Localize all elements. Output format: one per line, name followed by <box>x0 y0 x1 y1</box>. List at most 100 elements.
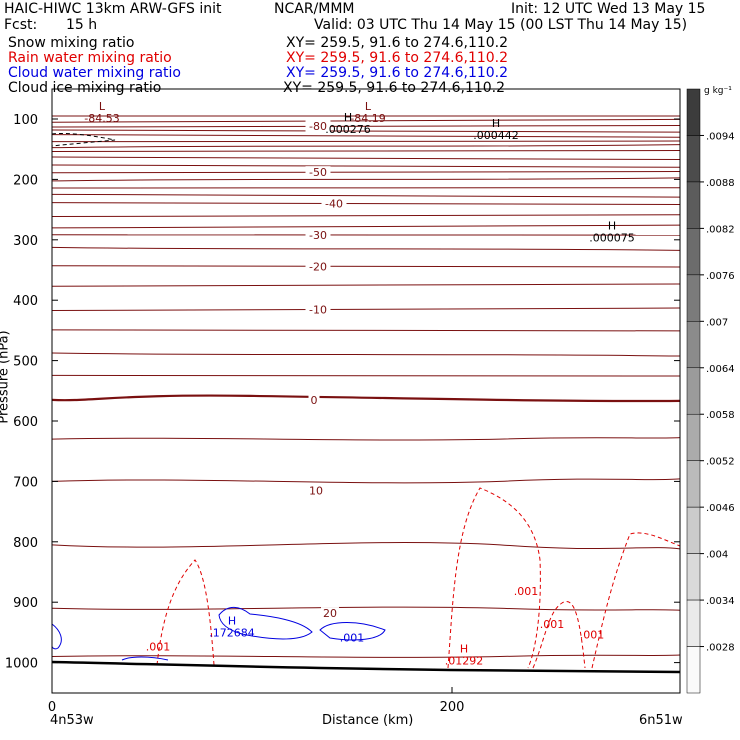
colorbar: .0094 .0088 .0082 .0076 .007 .0064 .0058 .0052.… <box>686 86 735 694</box>
y-tick-label: 900 <box>13 596 38 611</box>
isotherm-label-bg <box>305 120 331 133</box>
cloud-water-contour <box>121 656 169 661</box>
x-axis-title: Distance (km) <box>322 713 414 728</box>
rain-contour <box>156 559 215 666</box>
field-name-snow: Snow mixing ratio <box>8 35 135 51</box>
isotherm-label: -80 <box>309 120 327 133</box>
forecast-label: Fcst: <box>4 17 38 33</box>
isotherm-line <box>51 437 681 441</box>
isotherm-label-bg <box>305 260 331 273</box>
colorbar-swatch <box>686 553 701 601</box>
label-layer: -80-50-40-30-20-1001020L-84.53L-84.19H.0… <box>84 100 634 667</box>
colorbar-swatch <box>686 135 701 183</box>
snow-contour <box>51 133 116 147</box>
isotherm-line <box>51 171 681 174</box>
colorbar-tick-label: .007 <box>706 317 728 328</box>
forecast-value: 15 h <box>66 17 98 33</box>
isotherm-line <box>51 164 681 168</box>
extremum-mark: L <box>365 100 372 113</box>
colorbar-unit: g kg⁻¹ <box>704 86 732 96</box>
isotherm-line <box>51 134 681 138</box>
colorbar-swatch <box>686 599 701 647</box>
isotherm-line <box>51 156 681 161</box>
colorbar-swatch <box>686 646 701 694</box>
y-tick-label: 800 <box>13 536 38 551</box>
field-xy-cloud-water: XY= 259.5, 91.6 to 274.6,110.2 <box>286 65 509 81</box>
isotherm-label-bg <box>308 393 320 406</box>
isotherm-line <box>51 352 681 357</box>
colorbar-swatch <box>686 367 701 415</box>
isotherm-label: 10 <box>309 484 323 497</box>
extremum-value: .01292 <box>445 654 484 667</box>
colorbar-tick-label: .0064 <box>706 364 735 375</box>
isotherm-layer <box>51 115 681 658</box>
extremum-value: -84.53 <box>84 112 119 125</box>
colorbar-tick-label: .0046 <box>706 503 735 514</box>
colorbar-tick-label: .0094 <box>706 131 735 142</box>
colorbar-swatch <box>686 460 701 508</box>
colorbar-tick-label: .0058 <box>706 410 735 421</box>
colorbar-swatch <box>686 228 701 276</box>
isotherm-line <box>51 224 681 229</box>
isotherm-line <box>51 374 681 377</box>
isotherm-line <box>51 177 681 182</box>
isotherm-label-bg <box>305 303 331 316</box>
y-tick-label: 300 <box>13 234 38 249</box>
field-xy-rain: XY= 259.5, 91.6 to 274.6,110.2 <box>286 50 509 66</box>
field-xy-cloud-ice: XY= 259.5, 91.6 to 274.6,110.2 <box>283 80 506 96</box>
isotherm-line <box>51 307 681 312</box>
x-tick-label: 0 <box>48 700 56 715</box>
field-xy-snow: XY= 259.5, 91.6 to 274.6,110.2 <box>286 35 509 51</box>
model-title: HAIC-HIWC 13km ARW-GFS init <box>4 1 222 17</box>
contour-label: .001 <box>340 631 365 644</box>
isotherm-line <box>51 246 681 251</box>
isotherm-label: -40 <box>325 198 343 211</box>
colorbar-tick-label: .0052 <box>706 457 735 468</box>
init-time: Init: 12 UTC Wed 13 May 15 <box>511 1 706 17</box>
y-tick-label: 400 <box>13 294 38 309</box>
y-tick-label: 600 <box>13 415 38 430</box>
contour-label: .001 <box>146 641 171 654</box>
isotherm-label-bg <box>305 166 331 179</box>
extremum-mark: L <box>99 100 106 113</box>
rain-contour <box>591 532 681 669</box>
y-axis-title: Pressure (hPa) <box>0 330 12 424</box>
colorbar-swatch <box>686 88 701 136</box>
extremum-value: .000276 <box>325 123 371 136</box>
field-name-rain: Rain water mixing ratio <box>8 50 172 66</box>
field-name-cloud-ice: Cloud ice mixing ratio <box>8 80 162 96</box>
colorbar-swatch <box>686 274 701 322</box>
isotherm-label-bg <box>307 484 325 497</box>
rain-contour <box>532 601 586 669</box>
isotherm-line <box>51 542 681 550</box>
agency-label: NCAR/MMM <box>274 1 355 17</box>
terrain-surface <box>51 660 681 674</box>
cloud-water-contour <box>218 606 313 640</box>
extremum-value: .172684 <box>209 627 255 640</box>
extremum-mark: H <box>228 615 236 628</box>
valid-time: Valid: 03 UTC Thu 14 May 15 (00 LST Thu … <box>314 17 688 33</box>
isotherm-label-bg <box>305 228 331 241</box>
y-tick-label: 200 <box>13 173 38 188</box>
y-tick-label: 100 <box>13 113 38 128</box>
isotherm-label: 20 <box>323 607 337 620</box>
colorbar-swatch <box>686 413 701 461</box>
contour-label: .001 <box>580 628 605 641</box>
x-left-end-label: 4n53w <box>50 713 94 728</box>
colorbar-tick-label: .004 <box>706 550 728 561</box>
extremum-value: -84.19 <box>350 112 385 125</box>
isotherm-label: -30 <box>309 229 327 242</box>
isotherm-line <box>51 144 681 149</box>
isotherm-line <box>51 140 681 143</box>
isotherm-line <box>51 329 681 332</box>
isotherm-label: -50 <box>309 166 327 179</box>
cloud-water-contour <box>319 622 386 641</box>
colorbar-swatch <box>686 181 701 229</box>
isotherm-line <box>51 478 681 484</box>
isotherm-line <box>51 193 681 198</box>
isotherm-label-bg <box>321 607 339 620</box>
isotherm-line <box>51 654 681 658</box>
y-tick-label: 700 <box>13 475 38 490</box>
isotherm-line <box>51 214 681 218</box>
isotherm-line <box>51 606 681 611</box>
